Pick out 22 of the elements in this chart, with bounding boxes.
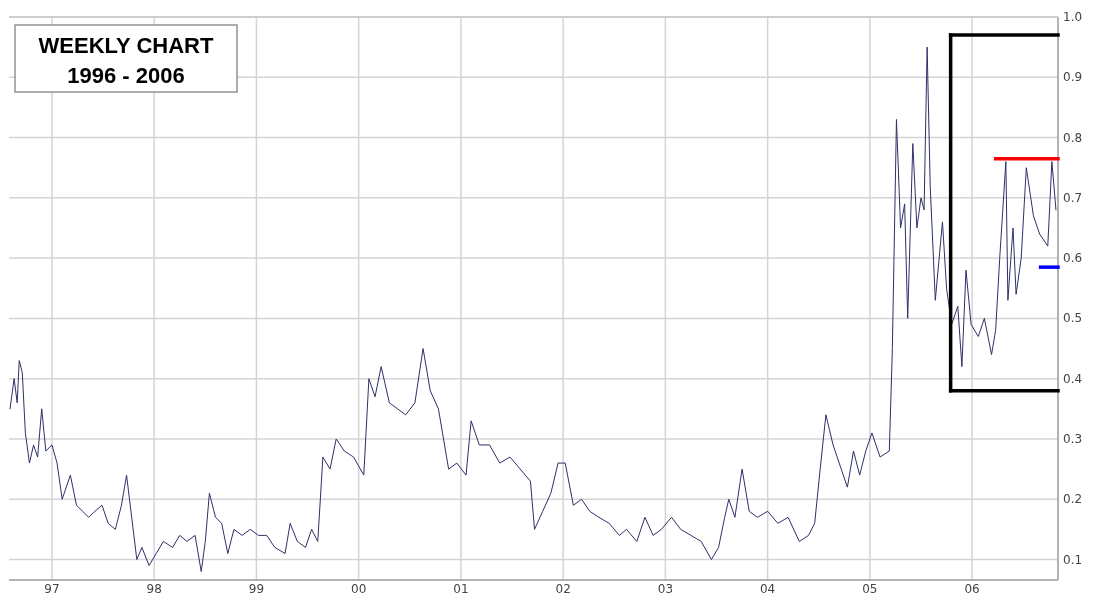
y-tick-label: 0.1 <box>1063 552 1083 567</box>
y-tick-label: 0.6 <box>1063 251 1083 266</box>
y-tick-label: 0.2 <box>1063 492 1083 507</box>
x-tick-label: 99 <box>248 582 265 596</box>
y-tick-label: 0.9 <box>1063 70 1083 85</box>
x-tick-label: 01 <box>453 582 469 596</box>
x-tick-label: 98 <box>146 582 162 596</box>
y-tick-label: 1.0 <box>1063 10 1083 24</box>
x-tick-label: 04 <box>759 582 776 596</box>
y-tick-label: 0.8 <box>1063 130 1083 145</box>
x-tick-label: 00 <box>351 582 367 596</box>
x-tick-label: 97 <box>44 582 60 596</box>
text: 1996 - 2006 <box>67 63 185 88</box>
y-tick-label: 0.7 <box>1063 190 1083 205</box>
y-tick-label: 0.5 <box>1063 311 1083 326</box>
y-tick-label: 0.4 <box>1063 371 1083 386</box>
x-tick-label: 03 <box>657 582 674 596</box>
x-tick-label: 05 <box>862 582 878 596</box>
x-tick-label: 06 <box>964 582 980 596</box>
x-tick-label: 02 <box>555 582 571 596</box>
text: WEEKLY CHART <box>38 33 214 58</box>
y-tick-label: 0.3 <box>1063 431 1083 446</box>
